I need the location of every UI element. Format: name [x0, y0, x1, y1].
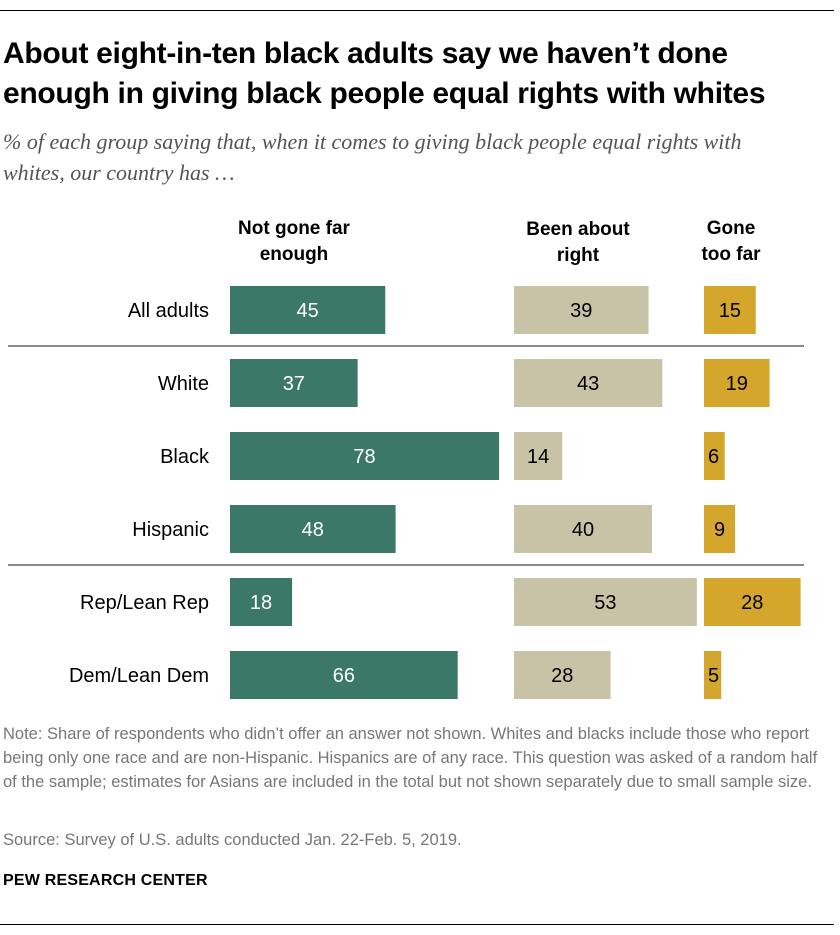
- column-header-line: enough: [259, 244, 329, 265]
- data-label: 53: [594, 592, 616, 614]
- bottom-rule: [0, 924, 834, 925]
- data-label: 6: [708, 446, 719, 468]
- category-label: Rep/Lean Rep: [80, 592, 209, 614]
- chart-title: About eight-in-ten black adults say we h…: [3, 37, 766, 110]
- bar: [230, 505, 396, 553]
- chart-subtitle: % of each group saying that, when it com…: [3, 129, 742, 185]
- bar: [230, 578, 293, 626]
- bar: [230, 651, 458, 699]
- data-label: 5: [708, 665, 719, 687]
- bar: [230, 286, 386, 334]
- data-label: 9: [714, 519, 725, 541]
- column-header-line: Gone: [706, 218, 756, 239]
- bar: [514, 359, 663, 407]
- bar: [704, 578, 801, 626]
- bar: [230, 432, 500, 480]
- bar: [704, 286, 756, 334]
- category-label: Dem/Lean Dem: [69, 665, 209, 687]
- data-label: 28: [551, 665, 573, 687]
- bar: [704, 432, 725, 480]
- category-label: White: [158, 373, 209, 395]
- bar: [230, 359, 358, 407]
- chart-source: Source: Survey of U.S. adults conducted …: [3, 831, 462, 849]
- bar-chart: All adults 45 39 15 White 37 43 19 Black 78 14 6 His…: [8, 286, 804, 699]
- column-header-line: too far: [701, 244, 761, 265]
- data-label: 40: [572, 519, 594, 541]
- column-header-line: Not gone far: [238, 218, 350, 239]
- bar: [514, 286, 649, 334]
- bar: [704, 505, 736, 553]
- brand-label: PEW RESEARCH CENTER: [3, 872, 208, 889]
- data-label: 19: [726, 373, 748, 395]
- category-label: Black: [160, 446, 210, 468]
- data-label: 66: [333, 665, 355, 687]
- column-header-line: Been about: [526, 219, 630, 240]
- top-rule: [0, 10, 834, 11]
- category-label: Hispanic: [132, 519, 209, 541]
- column-header-about-right: Been about right: [503, 217, 653, 269]
- chart-note: Note: Share of respondents who didn’t of…: [3, 725, 818, 791]
- data-label: 48: [302, 519, 324, 541]
- data-label: 39: [570, 300, 592, 322]
- data-label: 15: [719, 300, 741, 322]
- column-header-too-far: Gone too far: [681, 216, 781, 268]
- data-label: 43: [577, 373, 599, 395]
- bar: [514, 651, 611, 699]
- data-label: 14: [527, 446, 549, 468]
- column-header-line: right: [556, 245, 600, 266]
- bar: [514, 432, 563, 480]
- category-label: All adults: [128, 300, 209, 322]
- data-label: 18: [250, 592, 272, 614]
- data-label: 45: [297, 300, 319, 322]
- bar: [704, 651, 722, 699]
- bar: [514, 505, 652, 553]
- bar: [704, 359, 770, 407]
- bar: [514, 578, 697, 626]
- column-header-not-far-enough: Not gone far enough: [211, 216, 377, 268]
- data-label: 78: [353, 446, 375, 468]
- data-label: 28: [741, 592, 763, 614]
- data-label: 37: [283, 373, 305, 395]
